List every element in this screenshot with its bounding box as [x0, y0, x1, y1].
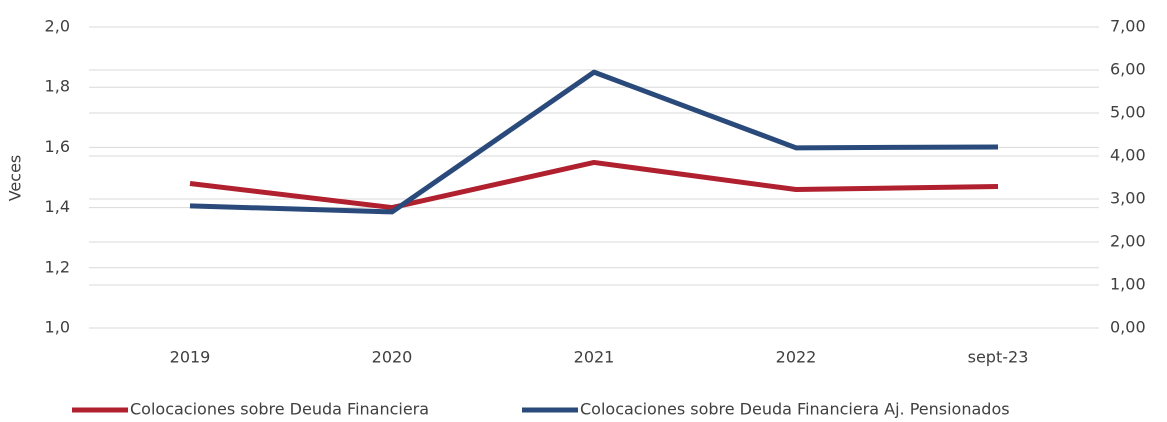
- y2-tick-label: 3,00: [1110, 189, 1146, 208]
- legend-label: Colocaciones sobre Deuda Financiera: [130, 400, 429, 419]
- y2-tick-label: 6,00: [1110, 60, 1146, 79]
- y2-tick-label: 5,00: [1110, 103, 1146, 122]
- legend-label: Colocaciones sobre Deuda Financiera Aj. …: [580, 400, 1010, 419]
- y-tick-label: 1,8: [45, 77, 70, 96]
- y-tick-label: 1,0: [45, 318, 70, 337]
- x-tick-label: sept-23: [968, 348, 1029, 367]
- y2-tick-label: 1,00: [1110, 275, 1146, 294]
- x-tick-label: 2019: [170, 348, 211, 367]
- y-tick-label: 2,0: [45, 17, 70, 36]
- y2-tick-label: 0,00: [1110, 318, 1146, 337]
- y-tick-label: 1,4: [45, 197, 70, 216]
- y-tick-label: 1,6: [45, 137, 70, 156]
- x-tick-label: 2021: [574, 348, 615, 367]
- y2-tick-label: 4,00: [1110, 146, 1146, 165]
- x-tick-label: 2020: [372, 348, 413, 367]
- y-axis-title: Veces: [6, 155, 25, 202]
- x-tick-label: 2022: [776, 348, 817, 367]
- y-tick-label: 1,2: [45, 257, 70, 276]
- series-line: [189, 159, 999, 211]
- y2-tick-label: 7,00: [1110, 17, 1146, 36]
- series-line: [189, 69, 999, 215]
- y2-tick-label: 2,00: [1110, 232, 1146, 251]
